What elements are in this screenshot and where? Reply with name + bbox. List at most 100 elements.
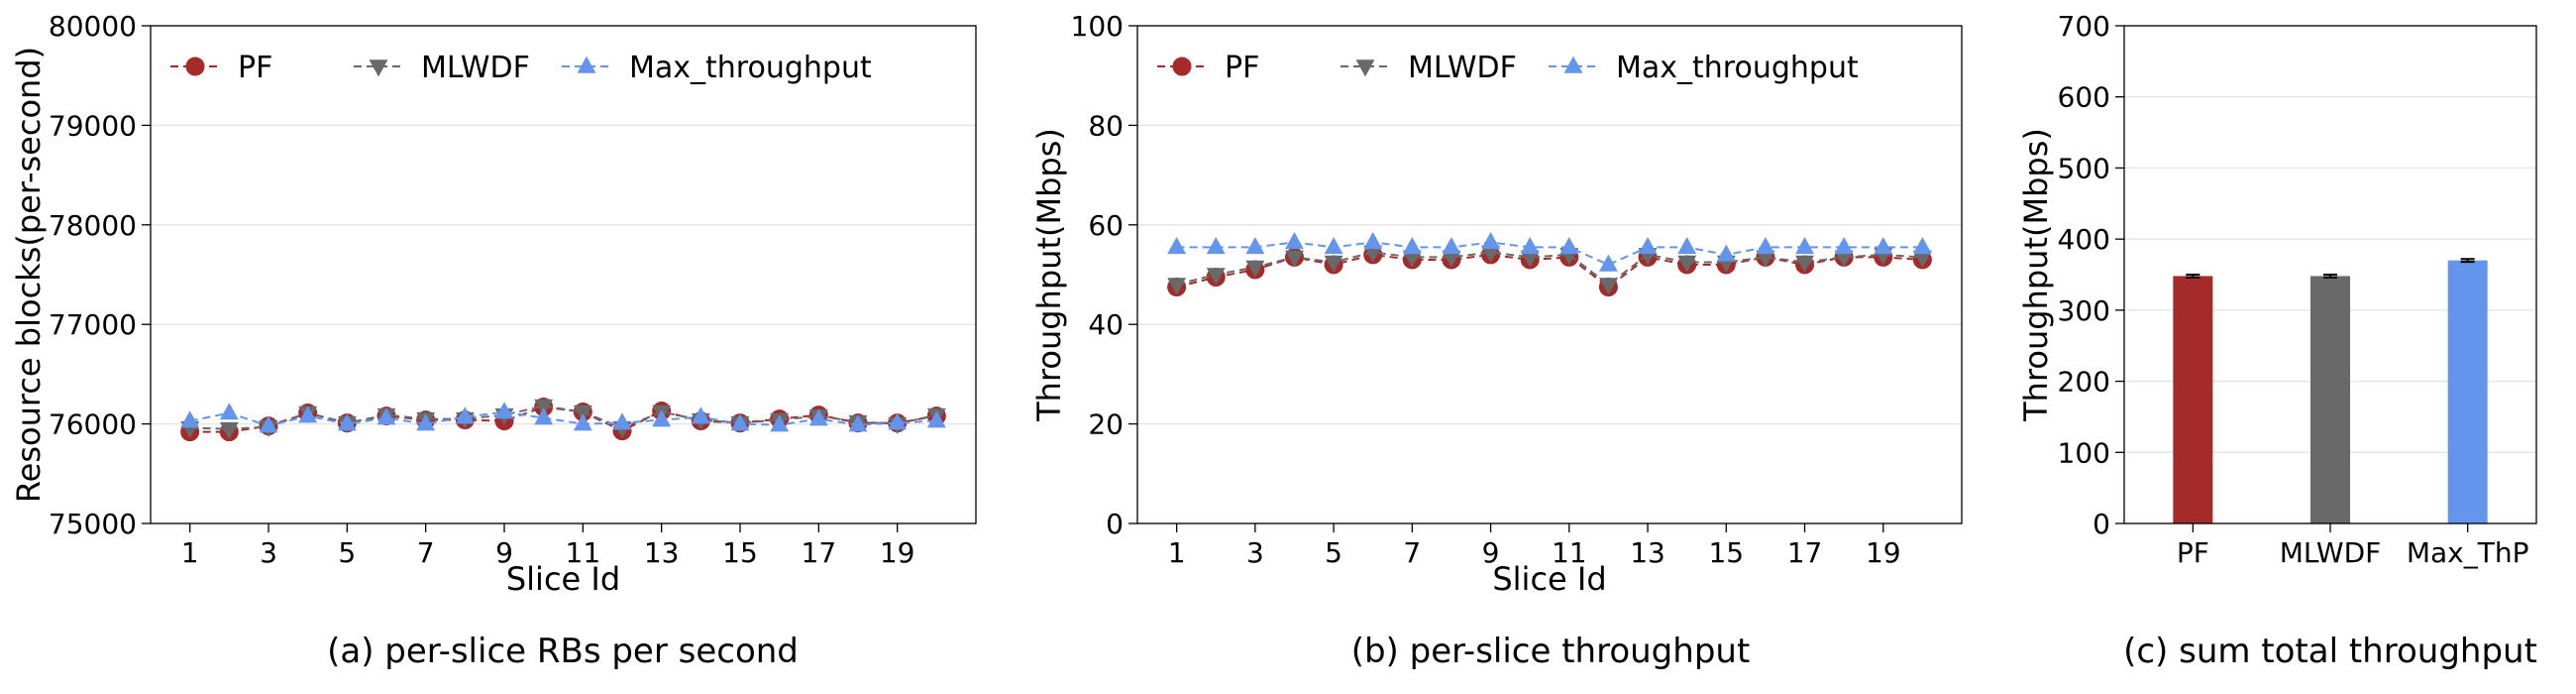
a-x-tick-label: 15: [722, 536, 758, 569]
a-point-max-throughput: [573, 413, 592, 431]
a-legend-label: Max_throughput: [629, 51, 872, 85]
a-point-max-throughput: [376, 407, 396, 425]
a-legend-label: PF: [238, 51, 272, 85]
a-point-max-throughput: [691, 406, 710, 424]
panel-a-grid: [151, 25, 976, 524]
panel-b-x-axis-label: Slice Id: [1492, 560, 1606, 598]
a-x-tick-label: 13: [644, 536, 680, 569]
b-legend-label: Max_throughput: [1616, 51, 1859, 85]
b-point-mlwdf: [1912, 250, 1932, 268]
a-point-mlwdf: [219, 421, 239, 439]
a-y-tick-label: 75000: [49, 508, 137, 540]
a-series-line-max-throughput: [189, 410, 937, 427]
a-point-max-throughput: [808, 408, 828, 426]
panel-b-legend: PF MLWDF Max_throughput: [1157, 51, 1859, 85]
b-point-max-throughput: [1324, 237, 1343, 255]
b-legend-marker: [1355, 59, 1375, 77]
b-point-max-throughput: [1363, 232, 1383, 250]
b-x-tick-label: 5: [1325, 536, 1342, 569]
panel-c-total-throughput: 0 100 200 300 400 500 600 700 PF MLWDF Max_ThP Thr…: [2017, 10, 2537, 671]
b-point-max-throughput: [1677, 237, 1697, 255]
panel-a-frame: [150, 25, 977, 524]
b-point-mlwdf: [1363, 245, 1383, 263]
a-point-max-throughput: [612, 412, 632, 430]
b-point-mlwdf: [1206, 268, 1226, 286]
c-error-bar: [2323, 274, 2337, 279]
b-point-max-throughput: [1167, 237, 1187, 255]
b-point-mlwdf: [1324, 255, 1343, 273]
c-y-tick-label: 700: [2058, 10, 2110, 43]
b-y-tick-label: 20: [1088, 408, 1124, 441]
b-point-max-throughput: [1245, 237, 1265, 255]
a-y-tick-label: 77000: [49, 308, 137, 341]
b-x-tick-label: 17: [1787, 536, 1823, 569]
a-x-tick-label: 11: [566, 536, 601, 569]
c-error-bar: [2186, 274, 2200, 279]
b-point-mlwdf: [1520, 250, 1540, 268]
a-x-tick-label: 19: [880, 536, 915, 569]
a-y-tick-label: 79000: [49, 109, 137, 142]
a-point-max-throughput: [219, 403, 239, 420]
b-series-line-max-throughput: [1176, 241, 1923, 267]
b-x-tick-label: 13: [1630, 536, 1665, 569]
b-y-tick-label: 0: [1106, 508, 1124, 540]
b-x-tick-label: 19: [1866, 536, 1901, 569]
a-point-max-throughput: [770, 414, 790, 432]
b-point-max-throughput: [1442, 237, 1461, 255]
b-point-mlwdf: [1285, 250, 1304, 268]
b-point-max-throughput: [1206, 237, 1226, 255]
b-point-max-throughput: [1481, 232, 1501, 250]
b-point-max-throughput: [1402, 237, 1422, 255]
b-point-max-throughput: [1638, 237, 1658, 255]
a-point-max-throughput: [298, 405, 318, 423]
panel-a-plot-area: [180, 398, 946, 442]
b-point-mlwdf: [1795, 255, 1814, 273]
panel-b-frame: [1136, 25, 1963, 524]
c-x-tick-label: Max_ThP: [2407, 536, 2529, 569]
b-series-line-mlwdf: [1176, 251, 1923, 287]
b-point-mlwdf: [1834, 250, 1854, 268]
a-y-tick-label: 78000: [49, 209, 137, 242]
a-y-tick-label: 76000: [49, 408, 137, 441]
b-point-mlwdf: [1677, 255, 1697, 273]
a-legend-marker: [577, 56, 596, 73]
b-point-max-throughput: [1756, 237, 1775, 255]
b-legend-marker: [1172, 57, 1192, 76]
b-y-tick-label: 40: [1088, 308, 1124, 341]
c-y-tick-label: 100: [2058, 436, 2110, 469]
b-point-max-throughput: [1520, 237, 1540, 255]
b-point-mlwdf: [1481, 245, 1501, 263]
b-x-tick-label: 11: [1552, 536, 1587, 569]
panel-a-legend: PF MLWDF Max_throughput: [170, 51, 872, 85]
a-point-max-throughput: [888, 412, 908, 430]
b-x-tick-label: 1: [1168, 536, 1186, 569]
c-bar-max-thp: [2447, 260, 2488, 523]
a-legend-label: MLWDF: [421, 51, 530, 85]
b-y-tick-label: 100: [1071, 10, 1124, 43]
a-point-max-throughput: [337, 413, 357, 431]
panel-c-plot-area: [2173, 258, 2488, 523]
b-y-tick-label: 60: [1088, 209, 1124, 242]
a-point-max-throughput: [455, 406, 475, 424]
a-x-tick-label: 1: [181, 536, 199, 569]
a-point-max-throughput: [180, 410, 200, 428]
b-point-mlwdf: [1402, 250, 1422, 268]
panel-b-y-axis-label: Throughput(Mbps): [1030, 128, 1068, 422]
a-point-max-throughput: [494, 402, 514, 419]
panel-b-plot-area: [1167, 232, 1932, 297]
panel-b-caption: (b) per-slice throughput: [1351, 632, 1751, 671]
c-bar-mlwdf: [2310, 276, 2350, 523]
b-legend-label: PF: [1225, 51, 1259, 85]
c-y-tick-label: 600: [2058, 81, 2110, 114]
c-y-tick-label: 0: [2093, 508, 2110, 540]
c-y-tick-label: 500: [2058, 152, 2110, 184]
a-point-max-throughput: [534, 407, 554, 425]
b-point-mlwdf: [1598, 278, 1618, 295]
b-point-max-throughput: [1795, 237, 1814, 255]
panel-a-y-axis-label: Resource blocks(per-second): [10, 47, 48, 503]
c-error-bar: [2460, 258, 2475, 264]
a-point-max-throughput: [652, 409, 672, 427]
